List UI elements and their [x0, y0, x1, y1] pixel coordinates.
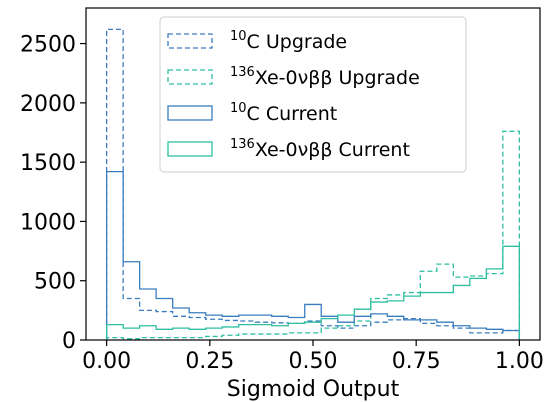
legend-label-text: C Current	[247, 103, 338, 125]
legend-label: 136Xe-0νββ Current	[230, 137, 410, 161]
x-tick-label: 0.25	[185, 349, 234, 374]
legend-label-text: C Upgrade	[247, 31, 348, 53]
series-3-histogram	[105, 245, 521, 340]
series-2-histogram	[105, 170, 521, 340]
legend-box	[159, 16, 467, 173]
x-axis: 0.00 0.25 0.50 0.75 1.00	[82, 340, 544, 374]
plot-series	[105, 28, 521, 340]
legend-label: 136Xe-0νββ Upgrade	[230, 65, 420, 89]
legend-handle	[167, 69, 213, 85]
legend-label: 10C Current	[230, 101, 337, 125]
y-tick-label: 2500	[20, 33, 76, 58]
y-tick-label: 500	[34, 270, 76, 295]
x-tick-label: 0.75	[392, 349, 441, 374]
y-tick-label: 1500	[20, 151, 76, 176]
y-axis: 0 500 1000 1500 2000 2500	[20, 33, 86, 354]
x-axis-title: Sigmoid Output	[227, 377, 400, 402]
y-tick-label: 2000	[20, 92, 76, 117]
legend-label-superscript: 10	[230, 29, 247, 44]
legend-label-superscript: 10	[230, 101, 247, 116]
legend-label-superscript: 136	[230, 137, 255, 152]
y-tick-label: 0	[62, 329, 76, 354]
legend-handle	[167, 141, 213, 157]
x-tick-label: 0.00	[82, 349, 131, 374]
series-0-histogram	[105, 28, 521, 340]
legend-label-superscript: 136	[230, 65, 255, 80]
legend-label-text: Xe-0νββ Current	[255, 139, 410, 161]
x-tick-label: 1.00	[495, 349, 544, 374]
legend-handle	[167, 105, 213, 121]
y-tick-label: 1000	[20, 210, 76, 235]
legend-label-text: Xe-0νββ Upgrade	[255, 67, 420, 89]
x-tick-label: 0.50	[289, 349, 338, 374]
legend-handle	[167, 33, 213, 49]
legend-label: 10C Upgrade	[230, 29, 347, 53]
